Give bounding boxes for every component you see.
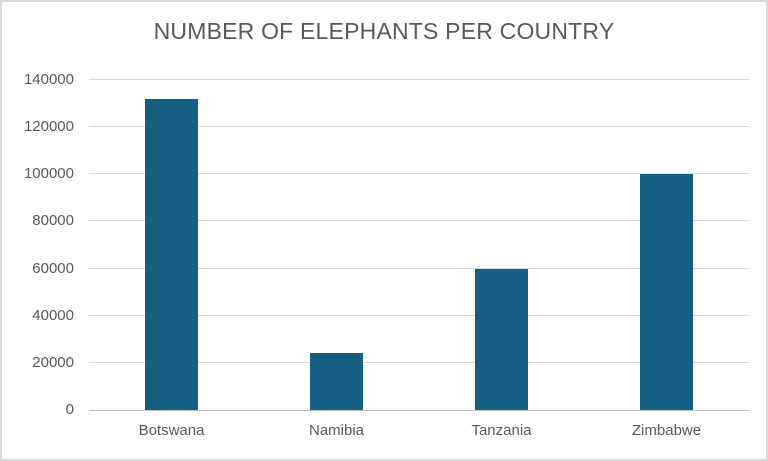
- y-axis-labels: 0 20000 40000 60000 80000 100000 120000 140000: [2, 71, 74, 418]
- x-category-label: Namibia: [308, 422, 365, 439]
- bar: [145, 98, 198, 410]
- plot-area: [89, 79, 749, 411]
- gridline: [89, 79, 749, 80]
- x-category-label: Zimbabwe: [631, 422, 702, 439]
- gridline: [89, 314, 749, 316]
- gridline: [89, 361, 749, 363]
- bar: [475, 268, 528, 410]
- y-tick-label: 20000: [32, 353, 74, 371]
- y-tick-label: 100000: [23, 165, 74, 183]
- bar: [310, 353, 363, 410]
- gridline: [89, 267, 749, 269]
- bar: [640, 174, 693, 410]
- y-tick-label: 60000: [32, 259, 74, 277]
- x-axis-labels: Botswana Namibia Tanzania Zimbabwe: [89, 421, 749, 445]
- chart-title: NUMBER OF ELEPHANTS PER COUNTRY: [153, 18, 615, 44]
- x-category-label: Botswana: [138, 422, 205, 439]
- y-tick-label: 0: [65, 401, 74, 418]
- gridline: [89, 126, 749, 128]
- y-tick-label: 120000: [23, 118, 74, 136]
- y-tick-label: 80000: [32, 212, 74, 230]
- gridline: [89, 173, 749, 175]
- gridline: [89, 220, 749, 222]
- y-tick-label: 40000: [32, 306, 74, 324]
- y-tick-label: 140000: [23, 71, 74, 88]
- x-category-label: Tanzania: [471, 422, 532, 439]
